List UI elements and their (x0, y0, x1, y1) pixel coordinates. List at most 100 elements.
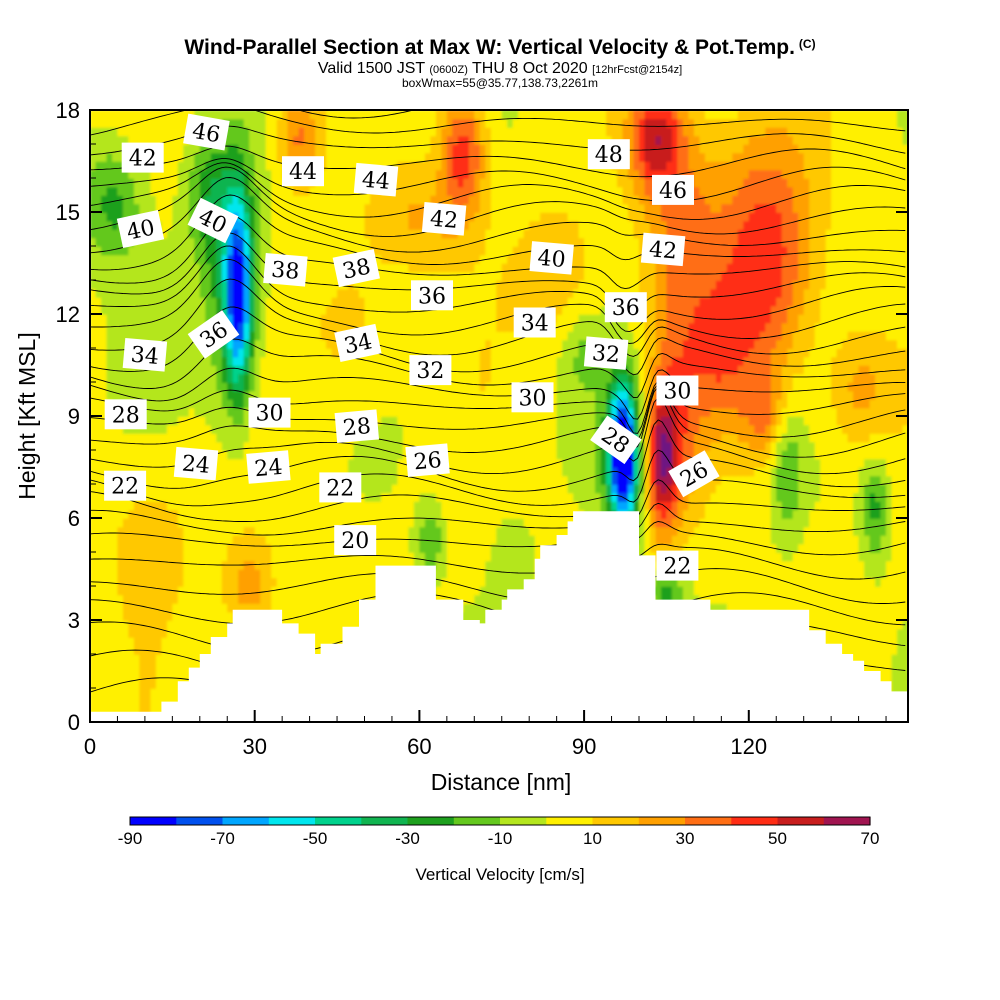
w-field-cell (309, 288, 316, 298)
w-field-cell (101, 620, 108, 630)
w-field-cell (95, 237, 102, 247)
w-field-cell (139, 662, 146, 672)
w-field-cell (271, 229, 278, 239)
w-field-cell (188, 229, 196, 239)
w-field-cell (172, 161, 179, 171)
w-field-cell (419, 543, 426, 553)
w-field-cell (260, 237, 267, 247)
w-field-cell (326, 220, 333, 230)
w-field-cell (304, 501, 311, 511)
w-field-cell (112, 356, 119, 366)
w-field-cell (188, 314, 196, 324)
w-field-cell (397, 373, 404, 383)
w-field-cell (293, 484, 300, 494)
w-field-cell (381, 365, 388, 375)
w-field-cell (139, 501, 146, 511)
w-field-cell (183, 110, 190, 120)
w-field-cell (452, 305, 459, 315)
w-field-cell (375, 220, 382, 230)
w-field-cell (331, 399, 338, 409)
w-field-cell (298, 135, 305, 145)
w-field-cell (177, 195, 185, 205)
w-field-cell (276, 560, 283, 570)
w-field-cell (293, 475, 300, 485)
w-field-cell (249, 441, 256, 451)
w-field-cell (320, 611, 327, 621)
w-field-cell (188, 628, 196, 638)
w-field-cell (150, 135, 157, 145)
w-field-cell (161, 654, 168, 664)
w-field-cell (309, 552, 316, 562)
w-field-cell (430, 382, 437, 392)
w-field-cell (326, 382, 333, 392)
w-field-cell (112, 501, 119, 511)
w-field-cell (282, 339, 289, 349)
w-field-cell (95, 169, 102, 179)
w-field-cell (331, 118, 338, 128)
w-field-cell (260, 390, 267, 400)
w-field-cell (112, 543, 119, 553)
w-field-cell (424, 433, 432, 443)
w-field-cell (446, 331, 454, 341)
w-field-cell (315, 390, 322, 400)
w-field-cell (249, 586, 256, 596)
w-field-cell (364, 127, 371, 137)
w-field-cell (221, 569, 229, 579)
w-field-cell (150, 492, 157, 502)
w-field-cell (155, 518, 163, 528)
w-field-cell (155, 271, 163, 281)
w-field-cell (353, 152, 360, 162)
w-field-cell (133, 518, 141, 528)
w-field-cell (101, 203, 108, 213)
w-field-cell (359, 390, 366, 400)
w-field-cell (177, 586, 185, 596)
w-field-cell (370, 441, 377, 451)
w-field-cell (243, 280, 250, 290)
w-field-cell (386, 288, 393, 298)
w-field-cell (337, 569, 344, 579)
w-field-cell (106, 373, 113, 383)
w-field-cell (419, 416, 426, 426)
w-field-cell (216, 186, 223, 196)
w-field-cell (326, 586, 333, 596)
w-field-cell (435, 399, 443, 409)
w-field-cell (150, 297, 157, 307)
w-field-cell (331, 518, 338, 528)
w-field-cell (435, 577, 443, 587)
w-field-cell (133, 662, 141, 672)
w-field-cell (194, 390, 201, 400)
w-field-cell (166, 450, 174, 460)
w-field-cell (232, 229, 239, 239)
w-field-cell (155, 280, 163, 290)
w-field-cell (276, 237, 283, 247)
w-field-cell (194, 322, 201, 332)
w-field-cell (265, 365, 272, 375)
w-field-cell (106, 212, 113, 222)
w-field-cell (381, 331, 388, 341)
w-field-cell (249, 237, 256, 247)
w-field-cell (221, 348, 229, 358)
w-field-cell (304, 603, 311, 613)
w-field-cell (210, 543, 218, 553)
w-field-cell (238, 348, 245, 358)
w-field-cell (172, 195, 179, 205)
w-field-cell (194, 263, 201, 273)
w-field-cell (106, 263, 113, 273)
w-field-cell (150, 637, 157, 647)
w-field-cell (199, 246, 207, 256)
w-field-cell (424, 195, 432, 205)
w-field-cell (386, 127, 393, 137)
w-field-cell (177, 671, 185, 681)
w-field-cell (424, 331, 432, 341)
w-field-cell (112, 645, 119, 655)
w-field-cell (205, 484, 212, 494)
w-field-cell (101, 169, 108, 179)
w-field-cell (298, 212, 305, 222)
w-field-cell (419, 271, 426, 281)
w-field-cell (424, 229, 432, 239)
w-field-cell (348, 195, 355, 205)
w-field-cell (326, 416, 333, 426)
w-field-cell (117, 535, 124, 545)
w-field-cell (457, 441, 465, 451)
w-field-cell (95, 475, 102, 485)
